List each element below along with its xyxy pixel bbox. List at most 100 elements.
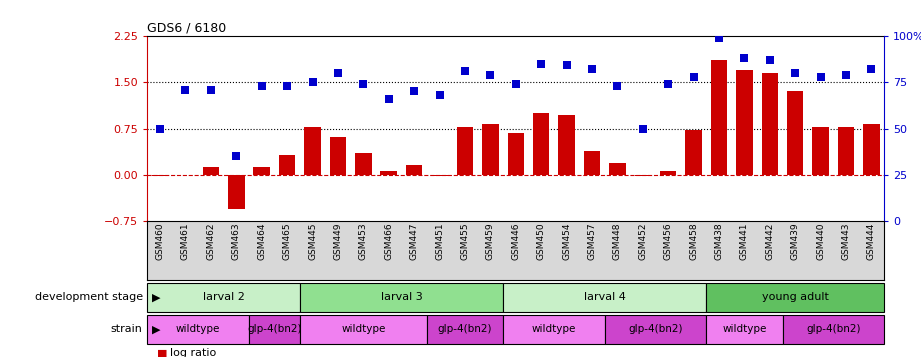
Text: GSM449: GSM449 <box>333 222 343 260</box>
Text: GSM439: GSM439 <box>791 222 799 260</box>
Bar <box>253 167 270 175</box>
Point <box>229 154 244 159</box>
Text: larval 4: larval 4 <box>584 292 625 302</box>
Bar <box>685 130 702 175</box>
Bar <box>482 124 498 175</box>
FancyBboxPatch shape <box>706 283 884 312</box>
Text: GSM465: GSM465 <box>283 222 292 260</box>
Text: larval 3: larval 3 <box>380 292 423 302</box>
Text: GSM458: GSM458 <box>689 222 698 260</box>
Text: GSM440: GSM440 <box>816 222 825 260</box>
Text: development stage: development stage <box>35 292 143 302</box>
Bar <box>584 151 600 175</box>
Text: GSM445: GSM445 <box>308 222 317 260</box>
Bar <box>457 127 473 175</box>
FancyBboxPatch shape <box>503 315 605 344</box>
Text: GSM464: GSM464 <box>257 222 266 260</box>
Bar <box>838 127 855 175</box>
Point <box>381 96 396 102</box>
Text: GSM446: GSM446 <box>511 222 520 260</box>
Text: GSM450: GSM450 <box>537 222 545 260</box>
Bar <box>356 153 371 175</box>
Bar <box>558 115 575 175</box>
Text: larval 2: larval 2 <box>203 292 244 302</box>
Point <box>763 57 777 63</box>
Bar <box>711 60 728 175</box>
Text: wildtype: wildtype <box>176 324 220 335</box>
Bar <box>304 127 321 175</box>
FancyBboxPatch shape <box>605 315 706 344</box>
FancyBboxPatch shape <box>783 315 884 344</box>
Point <box>331 70 345 76</box>
FancyBboxPatch shape <box>300 315 426 344</box>
Text: GSM447: GSM447 <box>410 222 419 260</box>
Text: log ratio: log ratio <box>170 348 216 357</box>
Point <box>661 81 676 87</box>
Point <box>864 66 879 72</box>
Point <box>534 61 549 66</box>
Text: GSM466: GSM466 <box>384 222 393 260</box>
FancyBboxPatch shape <box>147 315 249 344</box>
Text: glp-4(bn2): glp-4(bn2) <box>437 324 492 335</box>
Bar <box>380 171 397 175</box>
Point <box>483 72 497 77</box>
Text: GSM453: GSM453 <box>359 222 367 260</box>
Point <box>432 92 447 98</box>
Text: GSM444: GSM444 <box>867 222 876 260</box>
Text: GSM459: GSM459 <box>486 222 495 260</box>
Text: strain: strain <box>111 324 143 335</box>
Point <box>254 83 269 89</box>
Point <box>686 74 701 79</box>
Bar <box>736 70 752 175</box>
Text: wildtype: wildtype <box>722 324 766 335</box>
Text: GSM462: GSM462 <box>206 222 216 260</box>
Point <box>153 126 168 131</box>
Text: young adult: young adult <box>762 292 829 302</box>
Point <box>204 87 218 92</box>
Text: GSM460: GSM460 <box>156 222 165 260</box>
Point <box>635 126 650 131</box>
Bar <box>609 163 625 175</box>
Text: GSM448: GSM448 <box>612 222 622 260</box>
Text: GDS6 / 6180: GDS6 / 6180 <box>147 21 227 35</box>
Bar <box>406 165 423 175</box>
Text: GSM442: GSM442 <box>765 222 775 260</box>
Bar <box>863 124 880 175</box>
Text: GSM461: GSM461 <box>181 222 190 260</box>
Point <box>787 70 802 76</box>
Bar <box>431 175 448 176</box>
Bar <box>762 73 778 175</box>
Text: ▶: ▶ <box>152 324 160 335</box>
Bar <box>533 113 550 175</box>
Point <box>305 79 320 85</box>
Text: glp-4(bn2): glp-4(bn2) <box>247 324 302 335</box>
Text: GSM463: GSM463 <box>232 222 240 260</box>
Text: glp-4(bn2): glp-4(bn2) <box>806 324 860 335</box>
Text: GSM452: GSM452 <box>638 222 647 260</box>
FancyBboxPatch shape <box>426 315 503 344</box>
Point <box>585 66 600 72</box>
Text: GSM441: GSM441 <box>740 222 749 260</box>
Bar <box>228 175 245 209</box>
Text: GSM457: GSM457 <box>588 222 597 260</box>
FancyBboxPatch shape <box>503 283 706 312</box>
Point <box>356 81 370 87</box>
Text: glp-4(bn2): glp-4(bn2) <box>628 324 682 335</box>
Point <box>280 83 295 89</box>
Point <box>813 74 828 79</box>
Point <box>610 83 624 89</box>
FancyBboxPatch shape <box>300 283 503 312</box>
Text: GSM456: GSM456 <box>664 222 672 260</box>
Text: GSM455: GSM455 <box>460 222 470 260</box>
Point <box>559 62 574 68</box>
Text: GSM443: GSM443 <box>842 222 851 260</box>
Text: wildtype: wildtype <box>531 324 576 335</box>
Point <box>508 81 523 87</box>
Bar <box>635 175 651 176</box>
Bar <box>203 167 219 175</box>
Point <box>839 72 854 77</box>
Bar <box>660 171 676 175</box>
Bar <box>787 91 803 175</box>
FancyBboxPatch shape <box>249 315 300 344</box>
Point <box>407 89 422 94</box>
